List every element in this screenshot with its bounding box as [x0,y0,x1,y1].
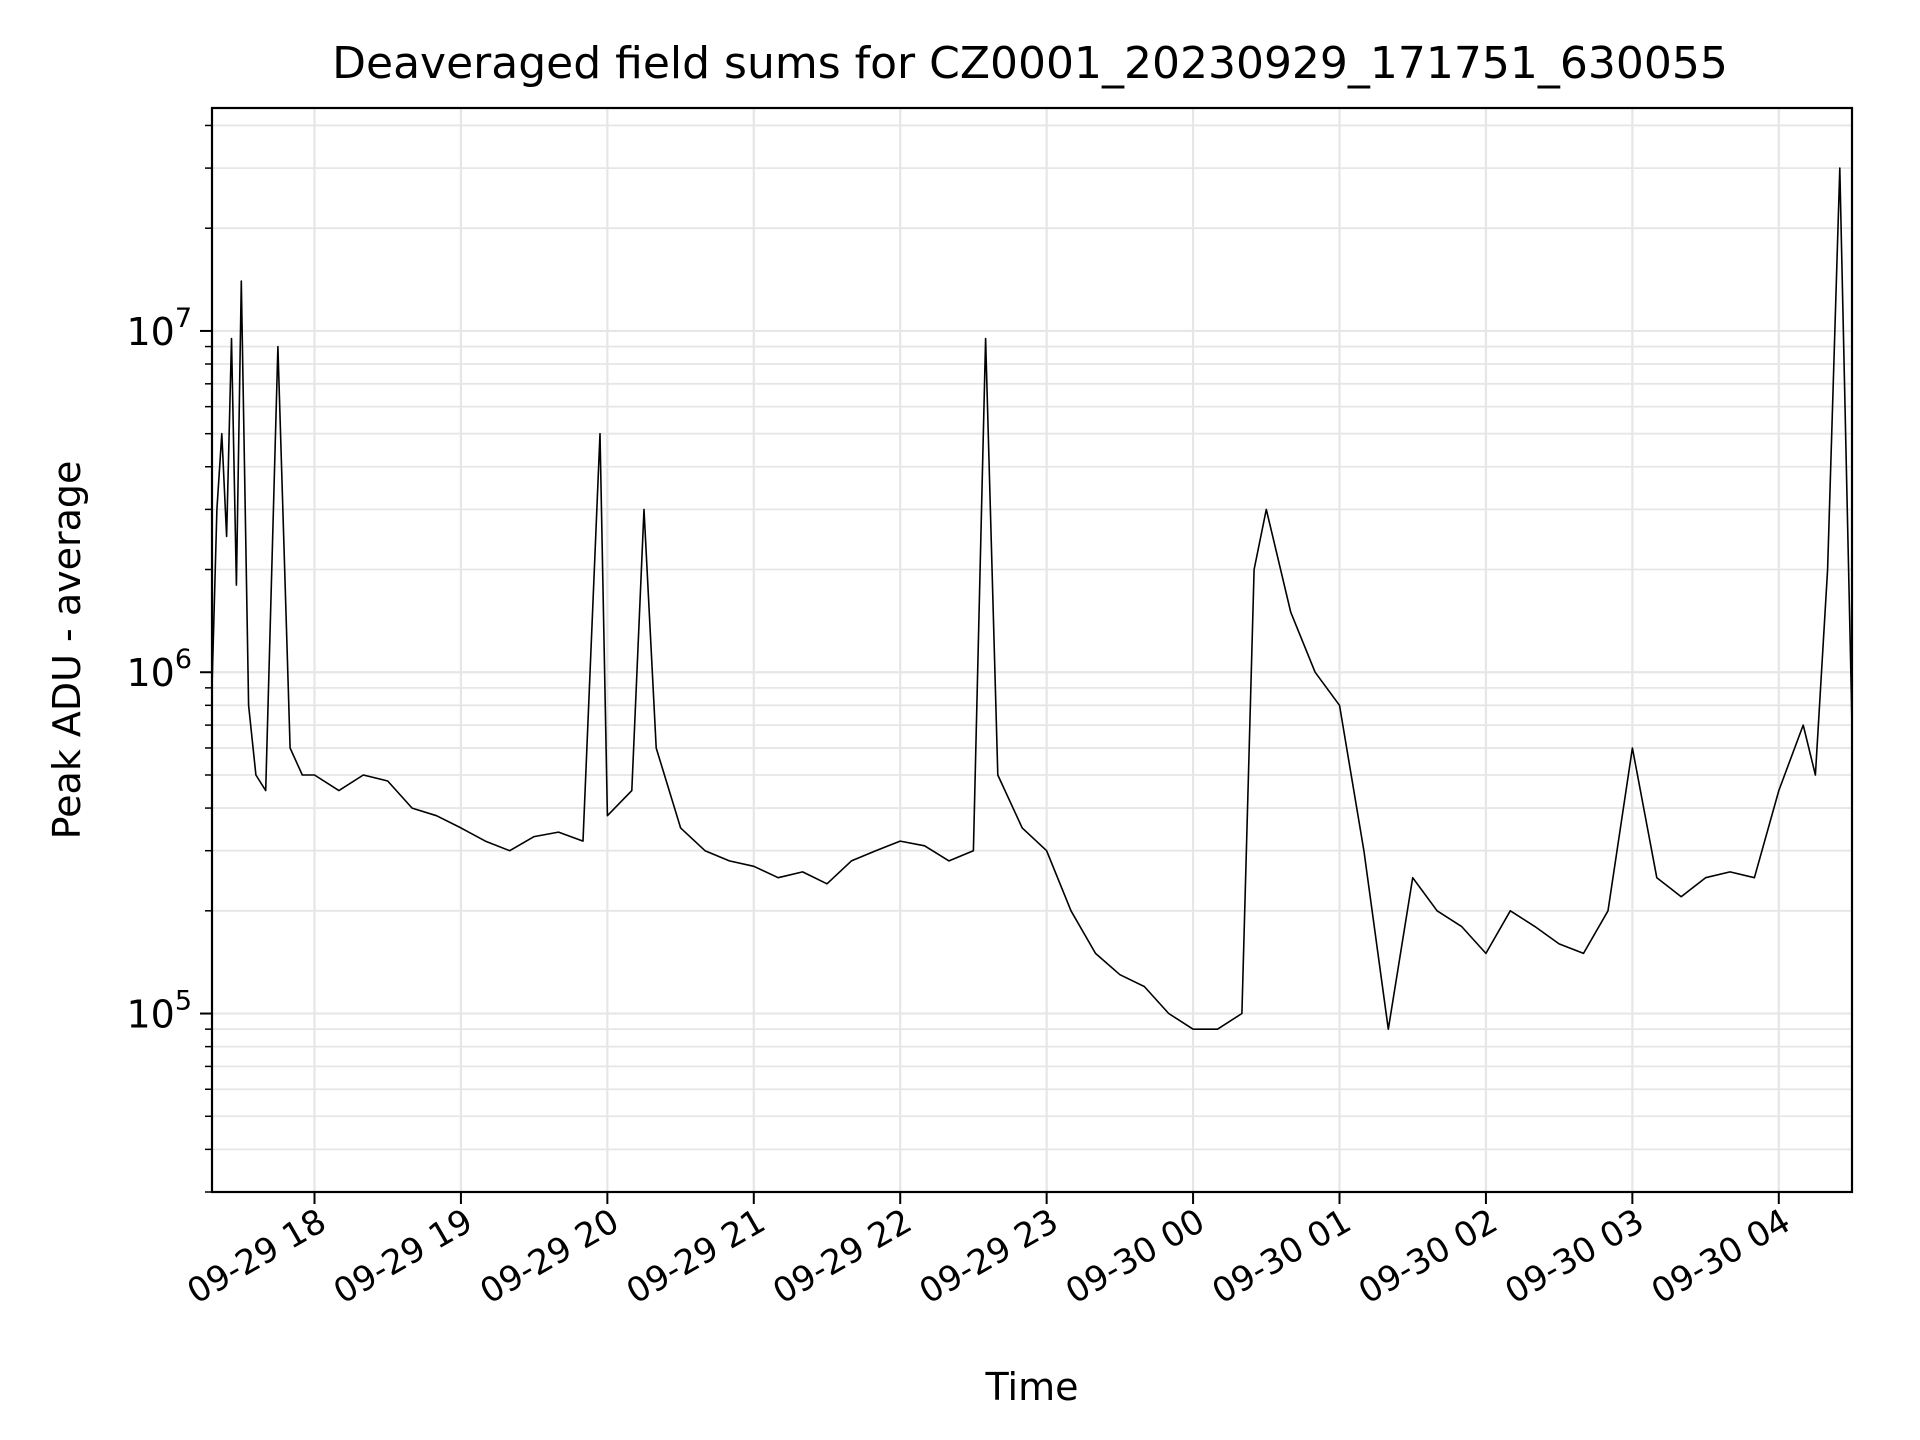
series-line [211,167,1853,1030]
y-tick-label: 107 [126,303,192,354]
x-axis-label: Time [985,1365,1079,1409]
y-tick-label: 106 [126,644,192,695]
y-axis-label: Peak ADU - average [45,461,89,840]
series-layer [211,167,1853,1030]
chart-title: Deaveraged field sums for CZ0001_2023092… [332,38,1728,89]
y-tick-label: 105 [126,986,192,1037]
y-axis: 105 106 107 [126,124,212,1193]
grid-layer [212,108,1852,1193]
plot-frame [210,106,1854,1194]
